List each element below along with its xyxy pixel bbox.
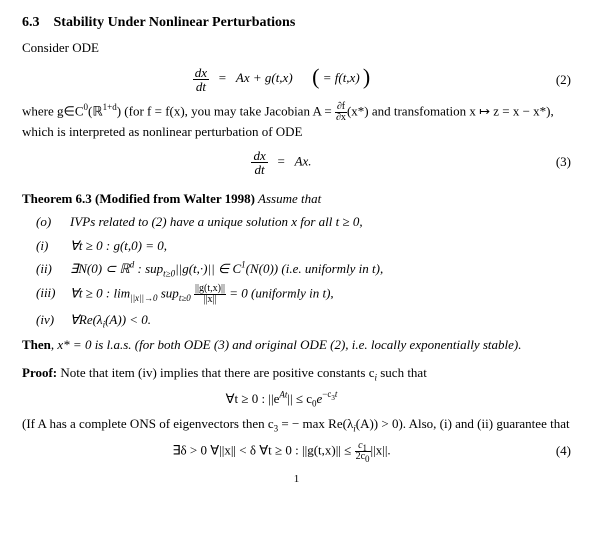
equation-3-body: dx dt = Ax. <box>22 149 541 176</box>
equation-exp: ∀t ≥ 0 : ||eAt|| ≤ c0e−c3t <box>22 390 571 408</box>
page-number: 1 <box>22 472 571 487</box>
eq4-frac-den-pre: 2c <box>356 451 365 462</box>
then-rest: , x* = 0 is l.a.s. (for both ODE (3) and… <box>51 337 522 352</box>
eq3-lhs-num: dx <box>251 149 267 163</box>
section-title: Stability Under Nonlinear Perturbations <box>54 15 296 30</box>
eq2-lhs-den: dt <box>193 80 209 93</box>
theorem-item-o-label: (o) <box>36 213 70 231</box>
item-ii-pre: ∃N(0) ⊂ ℝ <box>70 261 130 276</box>
theorem-item-iv-body: ∀Re(λi(A)) < 0. <box>70 311 571 329</box>
eq3-rhs: Ax. <box>295 153 312 168</box>
para-consider: Consider ODE <box>22 39 571 57</box>
para-where-2: (ℝ <box>88 104 103 119</box>
eq4-post: ||x||. <box>371 442 391 457</box>
eq2-lparen: ( <box>312 62 319 92</box>
then-bold: Then <box>22 337 51 352</box>
para-where-sup2: 1+d <box>103 102 117 112</box>
theorem-item-ii-body: ∃N(0) ⊂ ℝd : supt≥0||g(t,·)|| ∈ C1(N(0))… <box>70 260 571 278</box>
eq4-frac-den: 2c0 <box>355 452 371 462</box>
theorem-head-bold: Theorem 6.3 (Modified from Walter 1998) <box>22 191 255 206</box>
equation-4: ∃δ > 0 ∀||x|| < δ ∀t ≥ 0 : ||g(t,x)|| ≤ … <box>22 441 571 462</box>
equation-2-body: dx dt = Ax + g(t,x) ( = f(t,x) ) <box>22 64 541 94</box>
eq2-lhs-num: dx <box>193 66 209 80</box>
theorem-item-iii-label: (iii) <box>36 284 70 305</box>
then-line: Then, x* = 0 is l.a.s. (for both ODE (3)… <box>22 336 571 354</box>
item-ii-tail: (N(0)) (i.e. uniformly in t), <box>246 261 384 276</box>
item-iv-post: (A)) < 0. <box>105 312 151 327</box>
eq3-lhs-den: dt <box>251 163 267 176</box>
section-number: 6.3 <box>22 14 40 33</box>
eq3-eq: = <box>277 153 284 168</box>
eq2-lhs-frac: dx dt <box>193 66 209 93</box>
para-ifA-1: (If A has a complete ONS of eigenvectors… <box>22 416 274 431</box>
eq4-frac-den-sub: 0 <box>365 454 370 464</box>
eq3-lhs-frac: dx dt <box>251 149 267 176</box>
theorem-item-iii: (iii) ∀t ≥ 0 : lim||x||→0 supt≥0 ||g(t,x… <box>36 284 571 305</box>
item-iii-mid: sup <box>158 285 179 300</box>
theorem-item-ii: (ii) ∃N(0) ⊂ ℝd : supt≥0||g(t,·)|| ∈ C1(… <box>36 260 571 278</box>
eqexp-mid: || ≤ c <box>287 391 312 406</box>
section-heading: 6.3 Stability Under Nonlinear Perturbatio… <box>22 14 571 33</box>
proof-tail: such that <box>377 365 427 380</box>
item-iii-pre: ∀t ≥ 0 : lim <box>70 285 130 300</box>
eq2-rhs1: Ax + g(t,x) <box>236 70 293 85</box>
theorem-item-i-label: (i) <box>36 237 70 255</box>
item-ii-sub: t≥0 <box>163 269 175 279</box>
para-ifA: (If A has a complete ONS of eigenvectors… <box>22 415 571 433</box>
theorem-item-o-body: IVPs related to (2) have a unique soluti… <box>70 213 571 231</box>
eq4-frac: c12c0 <box>355 441 371 462</box>
eq3-number: (3) <box>541 153 571 171</box>
para-ifA-2: = − max Re(λ <box>278 416 353 431</box>
para-where-3: ) (for f = f(x), you may take Jacobian A… <box>117 104 335 119</box>
item-iv-pre: ∀Re(λ <box>70 312 103 327</box>
item-iii-sub1: ||x||→0 <box>130 293 157 303</box>
theorem-item-i-body: ∀t ≥ 0 : g(t,0) = 0, <box>70 237 571 255</box>
item-ii-post: ||g(t,·)|| ∈ C <box>175 261 241 276</box>
jacobian-den: ∂x <box>335 113 347 123</box>
eq2-number: (2) <box>541 71 571 89</box>
eq4-number: (4) <box>541 442 571 460</box>
page: 6.3 Stability Under Nonlinear Perturbatio… <box>0 0 593 504</box>
para-where: where g∈C0(ℝ1+d) (for f = f(x), you may … <box>22 102 571 141</box>
para-ifA-3: (A)) > 0). Also, (i) and (ii) guarantee … <box>356 416 570 431</box>
theorem-heading: Theorem 6.3 (Modified from Walter 1998) … <box>22 190 571 208</box>
theorem-item-iii-body: ∀t ≥ 0 : lim||x||→0 supt≥0 ||g(t,x)||||x… <box>70 284 571 305</box>
equation-2: dx dt = Ax + g(t,x) ( = f(t,x) ) (2) <box>22 64 571 94</box>
proof-bold: Proof: <box>22 365 57 380</box>
eq2-paren-eq: = f(t,x) <box>323 70 360 85</box>
eqexp-sup2-tail: t <box>335 389 338 399</box>
para-where-4: (x*) and transfomation x ↦ z = x − x*), <box>347 104 554 119</box>
theorem-head-italic: Assume that <box>255 191 321 206</box>
proof-line: Proof: Note that item (iv) implies that … <box>22 364 571 382</box>
item-iii-sub2: t≥0 <box>179 293 191 303</box>
theorem-item-ii-label: (ii) <box>36 260 70 278</box>
item-ii-mid: : sup <box>134 261 163 276</box>
proof-rest: Note that item (iv) implies that there a… <box>57 365 374 380</box>
jacobian-frac: ∂f∂x <box>335 102 347 123</box>
item-iii-frac: ||g(t,x)||||x|| <box>194 284 226 305</box>
theorem-item-o: (o) IVPs related to (2) have a unique so… <box>36 213 571 231</box>
eq4-pre: ∃δ > 0 ∀||x|| < δ ∀t ≥ 0 : ||g(t,x)|| ≤ <box>172 442 354 457</box>
eq2-rparen: ) <box>363 62 370 92</box>
equation-exp-body: ∀t ≥ 0 : ||eAt|| ≤ c0e−c3t <box>22 390 541 408</box>
eq2-eq: = <box>219 70 226 85</box>
equation-3: dx dt = Ax. (3) <box>22 149 571 176</box>
eqexp-sup2-txt: −c <box>322 389 331 399</box>
theorem-item-i: (i) ∀t ≥ 0 : g(t,0) = 0, <box>36 237 571 255</box>
eqexp-pre: ∀t ≥ 0 : ||e <box>226 391 280 406</box>
item-iii-post: = 0 (uniformly in t), <box>226 285 334 300</box>
para-where-5: which is interpreted as nonlinear pertur… <box>22 124 303 139</box>
theorem-item-iv: (iv) ∀Re(λi(A)) < 0. <box>36 311 571 329</box>
equation-4-body: ∃δ > 0 ∀||x|| < δ ∀t ≥ 0 : ||g(t,x)|| ≤ … <box>22 441 541 462</box>
para-where-1: where g∈C <box>22 104 84 119</box>
theorem-item-iv-label: (iv) <box>36 311 70 329</box>
item-iii-frac-den: ||x|| <box>194 295 226 305</box>
eqexp-sup2: −c3t <box>322 389 337 399</box>
